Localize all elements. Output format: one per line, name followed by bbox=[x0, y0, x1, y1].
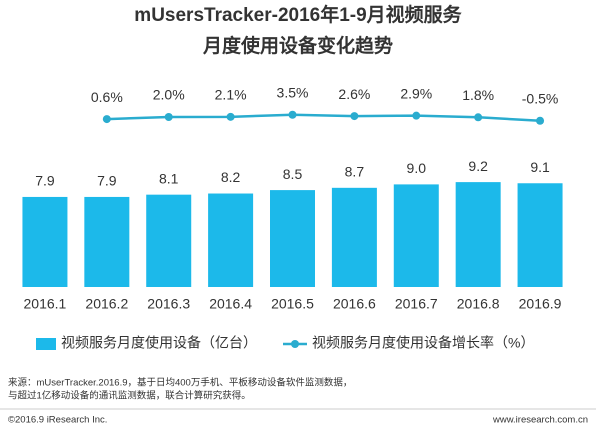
chart-title: mUsersTracker-2016年1-9月视频服务 bbox=[134, 3, 462, 26]
line-point bbox=[226, 112, 235, 121]
bar bbox=[84, 196, 130, 287]
line-point bbox=[536, 116, 545, 125]
data-label: 8.1 bbox=[159, 170, 179, 186]
bar bbox=[517, 183, 563, 287]
line bbox=[106, 113, 541, 122]
legend-swatch bbox=[291, 340, 299, 348]
data-label: 7.9 bbox=[97, 173, 117, 189]
data-label: 9.0 bbox=[407, 160, 427, 176]
legend-label: 视频服务月度使用设备增长率（%） bbox=[312, 335, 534, 351]
data-label: 8.2 bbox=[221, 169, 241, 185]
line-point bbox=[412, 111, 421, 120]
line-point bbox=[164, 113, 173, 121]
bar bbox=[22, 196, 68, 287]
copyright: ©2016.9 iResearch Inc. bbox=[8, 415, 107, 426]
line-point bbox=[102, 115, 111, 124]
data-label: 2.1% bbox=[215, 87, 247, 103]
x-tick-label: 2016.2 bbox=[85, 296, 128, 312]
bar bbox=[270, 190, 315, 287]
data-label: 8.5 bbox=[283, 166, 303, 182]
data-label: 8.7 bbox=[345, 164, 365, 180]
data-label: 9.2 bbox=[468, 158, 488, 174]
x-tick-label: 2016.8 bbox=[457, 296, 500, 312]
data-label: 2.9% bbox=[400, 85, 432, 101]
website: www.iresearch.com.cn bbox=[492, 415, 588, 426]
bar bbox=[146, 194, 192, 287]
legend-label: 视频服务月度使用设备（亿台） bbox=[61, 335, 257, 351]
x-tick-label: 2016.9 bbox=[519, 296, 562, 312]
x-tick-label: 2016.1 bbox=[24, 296, 67, 312]
data-label: 7.9 bbox=[35, 173, 55, 189]
data-label: -0.5% bbox=[522, 90, 559, 106]
bar bbox=[393, 184, 439, 287]
bar bbox=[455, 182, 501, 287]
source-note: 来源：mUserTracker.2016.9，基于日均400万手机、平板移动设备… bbox=[8, 377, 352, 389]
data-label: 0.6% bbox=[91, 89, 123, 105]
bar bbox=[331, 187, 377, 287]
line-point bbox=[474, 113, 483, 122]
line-point bbox=[288, 110, 297, 119]
x-tick-label: 2016.6 bbox=[333, 296, 376, 312]
data-label: 3.5% bbox=[277, 84, 309, 100]
source-note: 与超过1亿移动设备的通讯监测数据，联合计算研究获得。 bbox=[8, 390, 251, 402]
chart-title: 月度使用设备变化趋势 bbox=[202, 34, 393, 57]
x-tick-label: 2016.3 bbox=[147, 296, 190, 312]
x-tick-label: 2016.7 bbox=[395, 296, 438, 312]
x-tick-label: 2016.4 bbox=[209, 296, 252, 312]
data-label: 1.8% bbox=[462, 87, 494, 103]
x-tick-label: 2016.5 bbox=[271, 296, 314, 312]
legend-swatch bbox=[36, 338, 56, 350]
data-label: 9.1 bbox=[530, 159, 550, 175]
bar bbox=[208, 193, 254, 287]
line-point bbox=[350, 112, 359, 121]
data-label: 2.0% bbox=[153, 87, 185, 103]
data-label: 2.6% bbox=[338, 86, 370, 102]
